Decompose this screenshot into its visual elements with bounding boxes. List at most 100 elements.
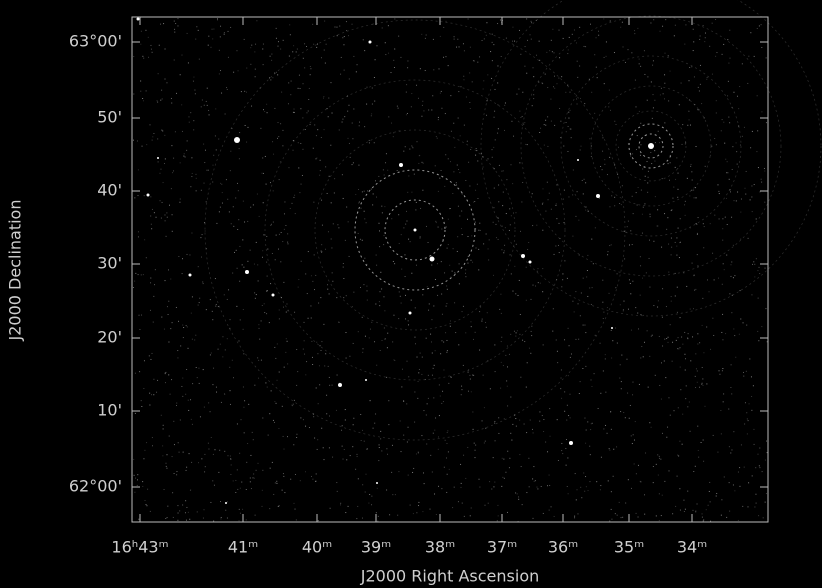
noise-speck <box>702 298 703 299</box>
noise-speck <box>422 162 423 163</box>
noise-speck <box>609 245 610 246</box>
noise-speck <box>220 183 221 184</box>
noise-speck <box>199 59 200 60</box>
noise-speck <box>179 202 180 203</box>
noise-speck <box>459 46 460 47</box>
noise-speck <box>266 313 267 314</box>
noise-speck <box>150 196 151 197</box>
point-source <box>521 254 525 258</box>
noise-speck <box>230 27 231 28</box>
noise-speck <box>403 401 404 402</box>
noise-speck <box>320 160 321 161</box>
noise-speck <box>686 286 687 287</box>
noise-speck <box>580 487 581 488</box>
noise-speck <box>471 235 472 236</box>
noise-speck <box>161 130 162 131</box>
noise-speck <box>405 146 406 147</box>
noise-speck <box>510 433 511 434</box>
noise-speck <box>585 182 586 183</box>
noise-speck <box>519 111 520 112</box>
noise-speck <box>349 143 350 144</box>
noise-speck <box>493 486 494 487</box>
point-source <box>338 383 342 387</box>
noise-speck <box>216 392 217 393</box>
noise-speck <box>492 157 493 158</box>
noise-speck <box>470 108 471 109</box>
noise-speck <box>736 142 737 143</box>
noise-speck <box>561 76 562 77</box>
noise-speck <box>682 344 683 345</box>
noise-speck <box>470 149 471 150</box>
noise-speck <box>540 128 541 129</box>
noise-speck <box>366 474 367 475</box>
noise-speck <box>448 158 449 159</box>
noise-speck <box>184 153 185 154</box>
noise-speck <box>414 337 415 338</box>
noise-speck <box>135 273 136 274</box>
noise-speck <box>297 371 298 372</box>
noise-speck <box>570 357 571 358</box>
noise-speck <box>263 173 264 174</box>
noise-speck <box>759 273 760 274</box>
noise-speck <box>323 447 324 448</box>
noise-speck <box>376 512 377 513</box>
noise-speck <box>589 287 590 288</box>
noise-speck <box>736 200 737 201</box>
noise-speck <box>503 365 504 366</box>
noise-speck <box>193 129 194 130</box>
noise-speck <box>647 100 648 101</box>
noise-speck <box>552 29 553 30</box>
noise-speck <box>478 249 479 250</box>
noise-speck <box>380 272 381 273</box>
noise-speck <box>645 453 646 454</box>
noise-speck <box>730 276 731 277</box>
noise-speck <box>461 211 462 212</box>
noise-speck <box>501 341 502 342</box>
noise-speck <box>723 44 724 45</box>
noise-speck <box>572 236 573 237</box>
noise-speck <box>531 335 532 336</box>
noise-speck <box>262 257 263 258</box>
noise-speck <box>393 136 394 137</box>
noise-speck <box>680 389 681 390</box>
noise-speck <box>473 202 474 203</box>
noise-speck <box>690 166 691 167</box>
noise-speck <box>217 18 218 19</box>
noise-speck <box>308 318 309 319</box>
noise-speck <box>371 504 372 505</box>
noise-speck <box>308 251 309 252</box>
noise-speck <box>221 402 222 403</box>
noise-speck <box>216 223 217 224</box>
noise-speck <box>345 419 346 420</box>
noise-speck <box>719 370 720 371</box>
noise-speck <box>554 76 555 77</box>
noise-speck <box>500 19 501 20</box>
noise-speck <box>157 138 158 139</box>
noise-speck <box>349 356 350 357</box>
noise-speck <box>729 482 730 483</box>
noise-speck <box>274 347 275 348</box>
noise-speck <box>549 485 550 486</box>
noise-speck <box>212 182 213 183</box>
noise-speck <box>496 237 497 238</box>
noise-speck <box>665 19 666 20</box>
noise-speck <box>580 315 581 316</box>
noise-speck <box>479 311 480 312</box>
noise-speck <box>420 238 421 239</box>
noise-speck <box>747 506 748 507</box>
noise-speck <box>706 383 707 384</box>
noise-speck <box>195 93 196 94</box>
x-tick-label: 41ᵐ <box>228 538 258 557</box>
noise-speck <box>487 74 488 75</box>
noise-speck <box>623 412 624 413</box>
noise-speck <box>682 414 683 415</box>
noise-speck <box>182 258 183 259</box>
noise-speck <box>504 245 505 246</box>
noise-speck <box>457 236 458 237</box>
noise-speck <box>480 230 481 231</box>
noise-speck <box>507 451 508 452</box>
noise-speck <box>441 403 442 404</box>
noise-speck <box>146 257 147 258</box>
noise-speck <box>668 55 669 56</box>
noise-speck <box>609 450 610 451</box>
